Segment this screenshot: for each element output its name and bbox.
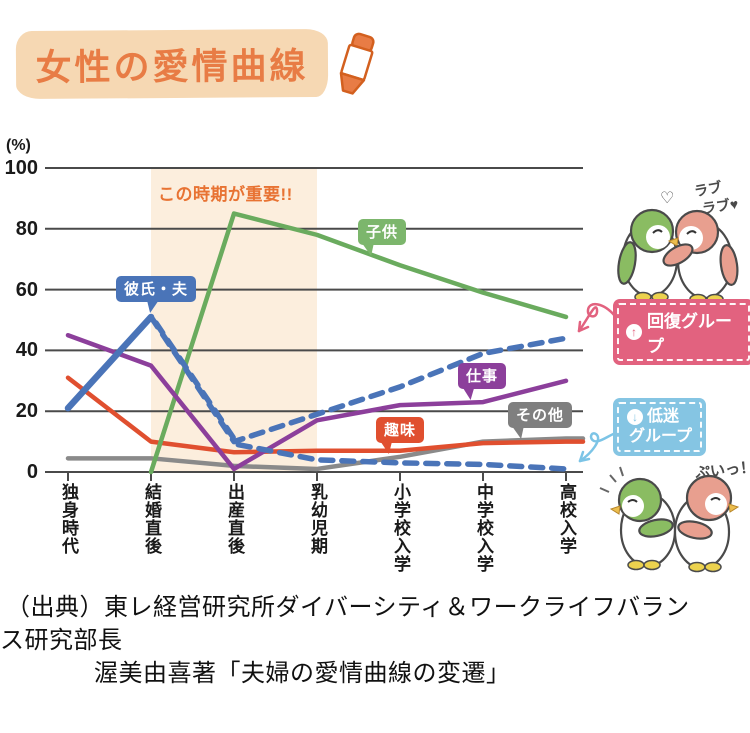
penguin-couple-pout	[599, 466, 740, 573]
series-label-boyfriend-husband: 彼氏・夫	[116, 276, 197, 302]
slump-arrow	[578, 429, 622, 463]
y-tick-label: 80	[15, 217, 38, 240]
slump-group-label-line1: 低迷	[647, 408, 680, 425]
title-banner: 女性の愛情曲線	[15, 28, 329, 100]
recovery-group-badge: ↑ 回復グループ	[617, 303, 750, 361]
recovery-group-label: 回復グループ	[647, 312, 732, 356]
love-caption-line2: ラブ♥	[701, 195, 740, 217]
y-tick-label: 20	[15, 400, 38, 423]
page-title: 女性の愛情曲線	[35, 45, 309, 88]
series-line-子供	[148, 211, 569, 475]
series-label-children: 子供	[358, 219, 407, 245]
slump-group-badge: ↓ 低迷 グループ	[617, 402, 703, 452]
source-line-2: ス研究部長	[0, 627, 123, 654]
pout-caption: ぷいっ！	[694, 458, 750, 483]
y-tick-label: 60	[15, 278, 38, 301]
slump-group-label-line2: グループ	[629, 428, 693, 445]
x-tick-label: 独身時代	[59, 483, 78, 555]
y-tick-label: 40	[15, 339, 38, 362]
series-label-hobby: 趣味	[376, 417, 425, 443]
down-arrow-icon: ↓	[627, 409, 643, 425]
important-period-note: この時期が重要!!	[158, 185, 293, 204]
source-line-3: 渥美由喜著「夫婦の愛情曲線の変遷」	[94, 660, 511, 687]
y-tick-label: 0	[26, 461, 38, 483]
source-line-1: （出典）東レ経営研究所ダイバーシティ＆ワークライフバラン	[6, 594, 690, 621]
x-tick-label: 小学校入学	[391, 483, 410, 573]
recovery-arrow	[577, 303, 617, 333]
series-label-other: その他	[508, 402, 573, 428]
series-line-彼氏・夫	[64, 313, 155, 412]
y-tick-label: 100	[4, 157, 38, 179]
series-line-低迷グループ	[153, 320, 569, 472]
x-tick-label: 中学校入学	[474, 483, 493, 573]
x-tick-label: 乳幼児期	[308, 483, 327, 555]
series-line-その他	[65, 436, 586, 472]
series-line-趣味	[65, 375, 586, 455]
series-label-work: 仕事	[458, 363, 507, 389]
heart-icon: ♡	[660, 190, 675, 207]
series-line-仕事	[65, 332, 569, 472]
x-tick-label: 出産直後	[225, 483, 244, 555]
y-axis-unit-label: (%)	[6, 137, 31, 154]
x-tick-label: 高校入学	[557, 483, 576, 555]
up-arrow-icon: ↑	[626, 324, 642, 340]
x-tick-label: 結婚直後	[142, 483, 161, 555]
penguin-couple-love	[617, 208, 739, 305]
